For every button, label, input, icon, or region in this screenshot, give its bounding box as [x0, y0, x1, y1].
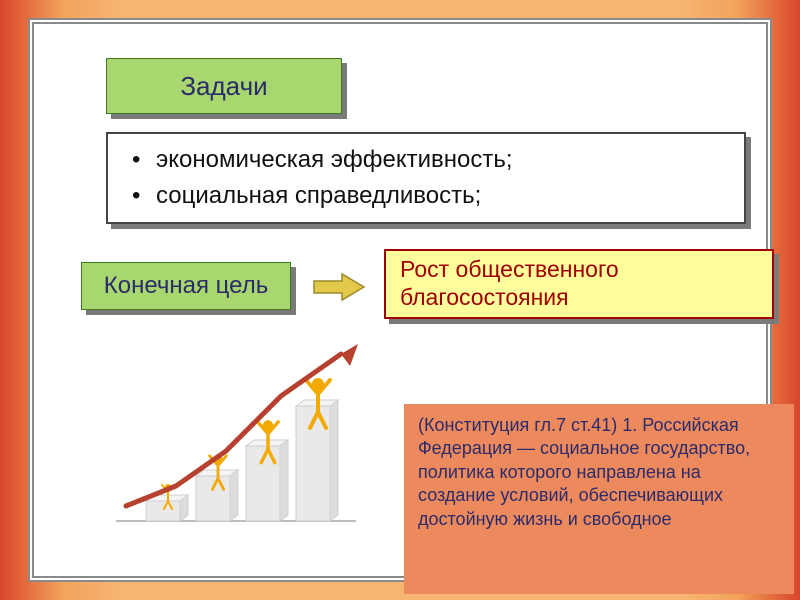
- growth-chart: [106, 336, 386, 546]
- task-item: социальная справедливость;: [128, 178, 724, 214]
- goal-label-text: Конечная цель: [104, 272, 268, 300]
- goal-label-box: Конечная цель: [81, 262, 291, 310]
- constitution-footnote: (Конституция гл.7 ст.41) 1. Российская Ф…: [404, 404, 794, 594]
- goal-value-box: Рост общественного благосостояния: [384, 249, 774, 319]
- goal-value-text: Рост общественного благосостояния: [400, 256, 758, 311]
- title-box: Задачи: [106, 58, 342, 114]
- footnote-text: (Конституция гл.7 ст.41) 1. Российская Ф…: [418, 414, 780, 531]
- title-text: Задачи: [180, 71, 267, 102]
- slide-frame: Задачи экономическая эффективность; соци…: [28, 18, 772, 582]
- task-item: экономическая эффективность;: [128, 142, 724, 178]
- arrow-right-icon: [312, 272, 366, 302]
- tasks-list: экономическая эффективность; социальная …: [128, 142, 724, 214]
- tasks-list-box: экономическая эффективность; социальная …: [106, 132, 746, 224]
